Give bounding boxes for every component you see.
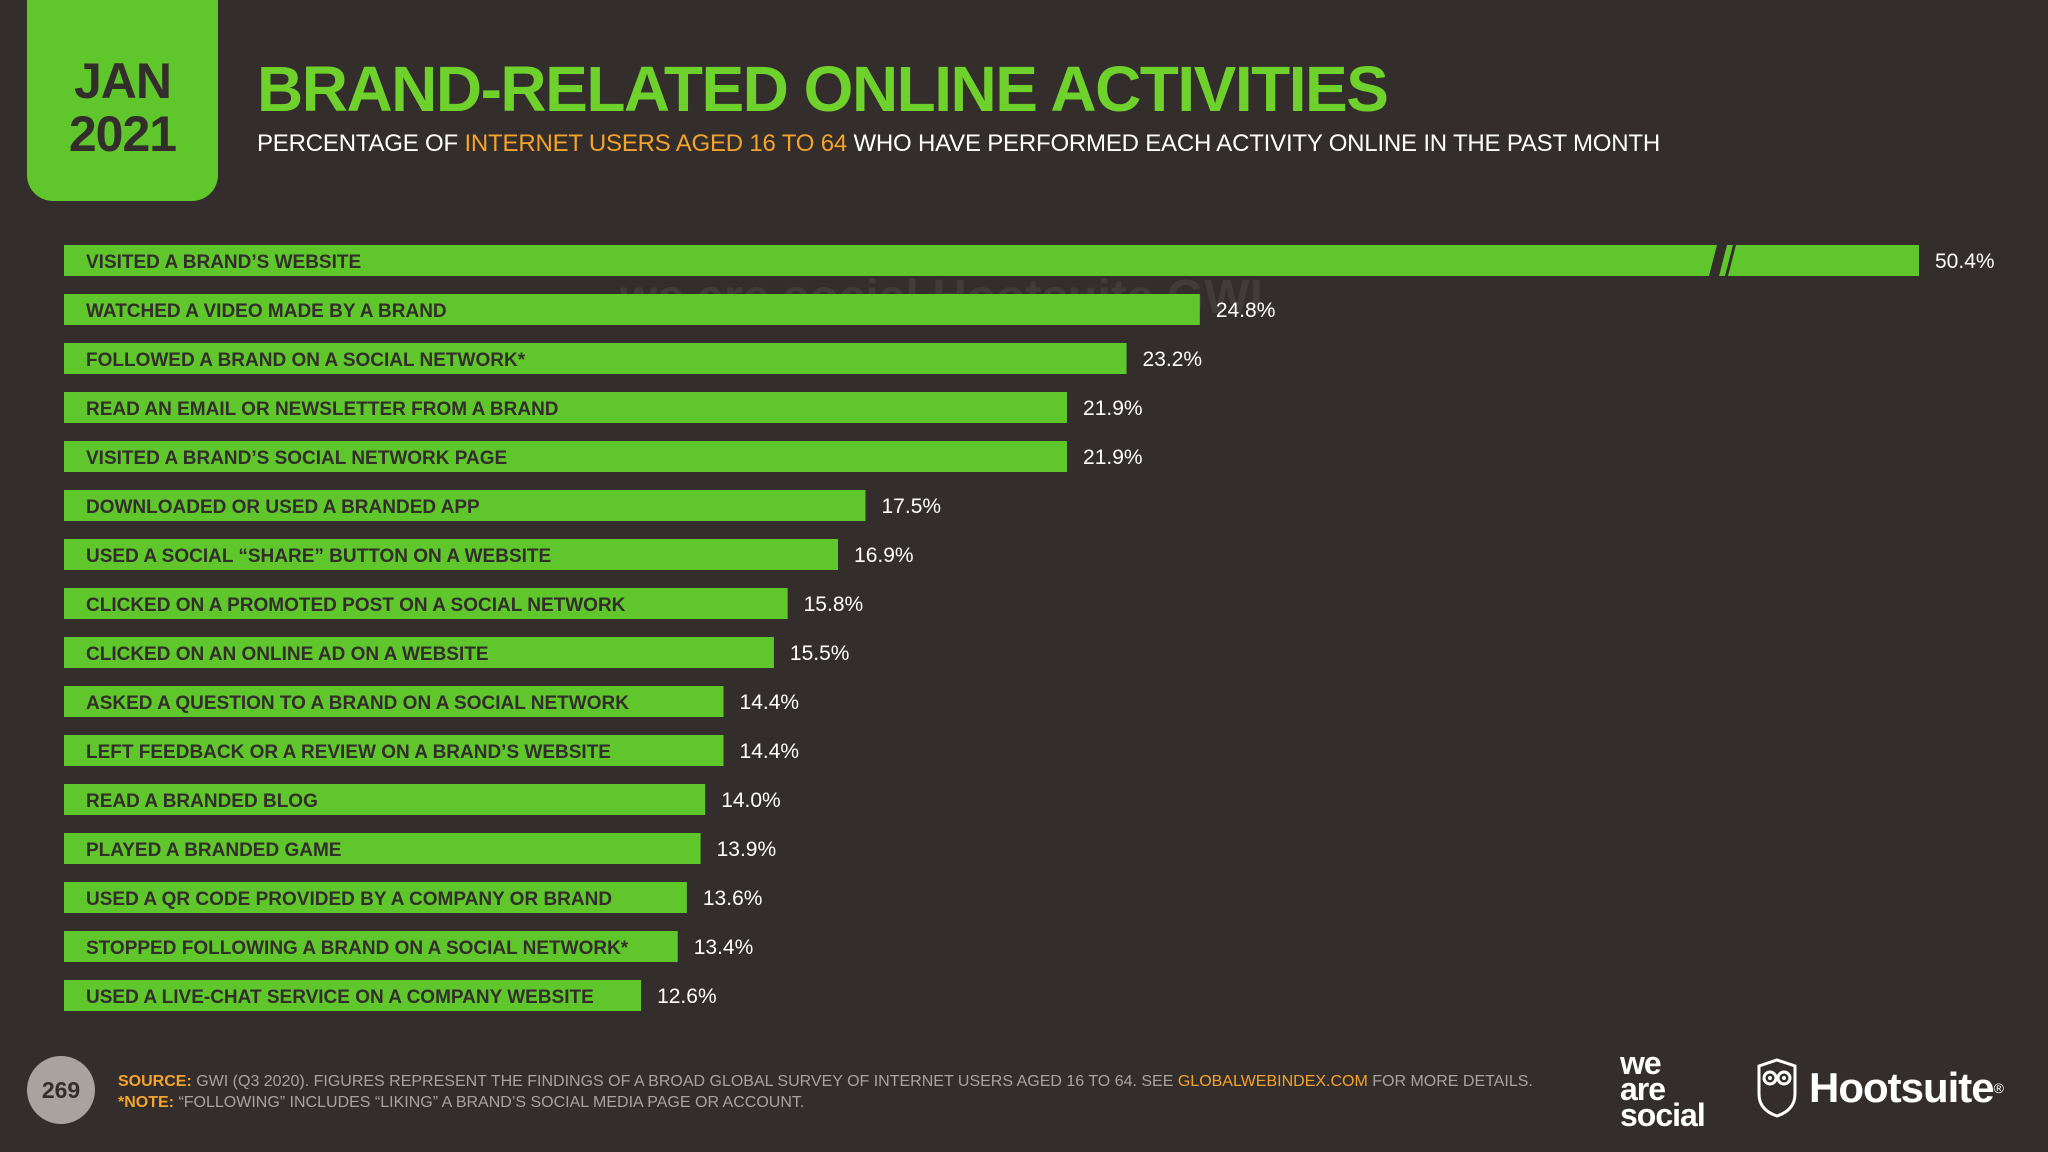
logo-word-social: social (1620, 1097, 1706, 1133)
category-label: PLAYED A BRANDED GAME (86, 840, 341, 861)
bar (64, 980, 642, 1011)
date-badge: JAN 2021 (27, 0, 218, 201)
bar (64, 294, 1200, 325)
bar (64, 441, 1068, 472)
source-label: SOURCE: (118, 1073, 192, 1090)
category-label: USED A QR CODE PROVIDED BY A COMPANY OR … (86, 889, 612, 910)
bar (64, 833, 701, 864)
bar (64, 245, 1919, 276)
bar (64, 637, 774, 668)
category-label: WATCHED A VIDEO MADE BY A BRAND (86, 301, 447, 322)
category-label: CLICKED ON AN ONLINE AD ON A WEBSITE (86, 644, 489, 665)
registered-mark: ® (1993, 1080, 2004, 1096)
hootsuite-wordmark: Hootsuite (1809, 1064, 1995, 1111)
bar (64, 784, 706, 815)
value-label: 14.4% (740, 691, 800, 714)
category-label: USED A SOCIAL “SHARE” BUTTON ON A WEBSIT… (86, 546, 551, 567)
footnotes: SOURCE: GWI (Q3 2020). FIGURES REPRESENT… (118, 1071, 1533, 1113)
subtitle-post: WHO HAVE PERFORMED EACH ACTIVITY ONLINE … (847, 130, 1660, 157)
bar (64, 931, 678, 962)
value-label: 13.4% (694, 936, 754, 959)
axis-break-mark (1709, 245, 1727, 276)
value-label: 21.9% (1083, 397, 1143, 420)
note-line: *NOTE: “FOLLOWING” INCLUDES “LIKING” A B… (118, 1092, 1533, 1113)
source-line: SOURCE: GWI (Q3 2020). FIGURES REPRESENT… (118, 1071, 1533, 1092)
value-label: 15.5% (790, 642, 850, 665)
value-label: 16.9% (854, 544, 914, 567)
logo-word-are: are (1620, 1071, 1666, 1107)
we-are-social-logo: we are social (1620, 1045, 1706, 1133)
bar (64, 490, 866, 521)
subtitle-pre: PERCENTAGE OF (257, 130, 465, 157)
category-label: USED A LIVE-CHAT SERVICE ON A COMPANY WE… (86, 987, 594, 1008)
category-label: FOLLOWED A BRAND ON A SOCIAL NETWORK* (86, 350, 526, 371)
hootsuite-owl-icon (1757, 1058, 1797, 1118)
page-title: BRAND-RELATED ONLINE ACTIVITIES (257, 53, 1389, 125)
category-label: VISITED A BRAND’S WEBSITE (86, 252, 361, 273)
category-label: CLICKED ON A PROMOTED POST ON A SOCIAL N… (86, 595, 626, 616)
axis-break-mark (1725, 245, 1736, 276)
value-label: 17.5% (882, 495, 942, 518)
category-label: STOPPED FOLLOWING A BRAND ON A SOCIAL NE… (86, 938, 629, 959)
category-label: READ AN EMAIL OR NEWSLETTER FROM A BRAND (86, 399, 559, 420)
category-label: DOWNLOADED OR USED A BRANDED APP (86, 497, 480, 518)
value-label: 14.0% (721, 789, 781, 812)
hootsuite-logo: Hootsuite ® (1755, 1058, 2004, 1118)
category-label: ASKED A QUESTION TO A BRAND ON A SOCIAL … (86, 693, 629, 714)
date-month: JAN (73, 53, 172, 109)
category-label: READ A BRANDED BLOG (86, 791, 318, 812)
bar (64, 392, 1068, 423)
value-label: 21.9% (1083, 446, 1143, 469)
page-number: 269 (27, 1056, 95, 1124)
value-label: 12.6% (657, 985, 717, 1008)
value-label: 13.9% (717, 838, 777, 861)
source-tail: FOR MORE DETAILS. (1367, 1073, 1533, 1090)
value-label: 23.2% (1143, 348, 1203, 371)
subtitle-highlight: INTERNET USERS AGED 16 TO 64 (464, 130, 847, 157)
bar (64, 539, 839, 570)
bar (64, 882, 687, 913)
date-year: 2021 (68, 105, 177, 162)
value-label: 50.4% (1935, 250, 1995, 273)
note-text: “FOLLOWING” INCLUDES “LIKING” A BRAND’S … (174, 1094, 805, 1111)
value-label: 14.4% (740, 740, 800, 763)
source-link[interactable]: GLOBALWEBINDEX.COM (1177, 1073, 1368, 1090)
category-label: VISITED A BRAND’S SOCIAL NETWORK PAGE (86, 448, 507, 469)
bar (64, 588, 788, 619)
bar (64, 735, 724, 766)
source-text: GWI (Q3 2020). FIGURES REPRESENT THE FIN… (191, 1073, 1178, 1090)
logo-word-we: we (1620, 1045, 1662, 1081)
note-label: *NOTE: (118, 1094, 174, 1111)
category-label: LEFT FEEDBACK OR A REVIEW ON A BRAND’S W… (86, 742, 611, 763)
value-label: 24.8% (1216, 299, 1276, 322)
page-subtitle: PERCENTAGE OF INTERNET USERS AGED 16 TO … (257, 130, 1660, 158)
bar (64, 686, 724, 717)
bar (64, 343, 1127, 374)
value-label: 13.6% (703, 887, 763, 910)
value-label: 15.8% (804, 593, 864, 616)
